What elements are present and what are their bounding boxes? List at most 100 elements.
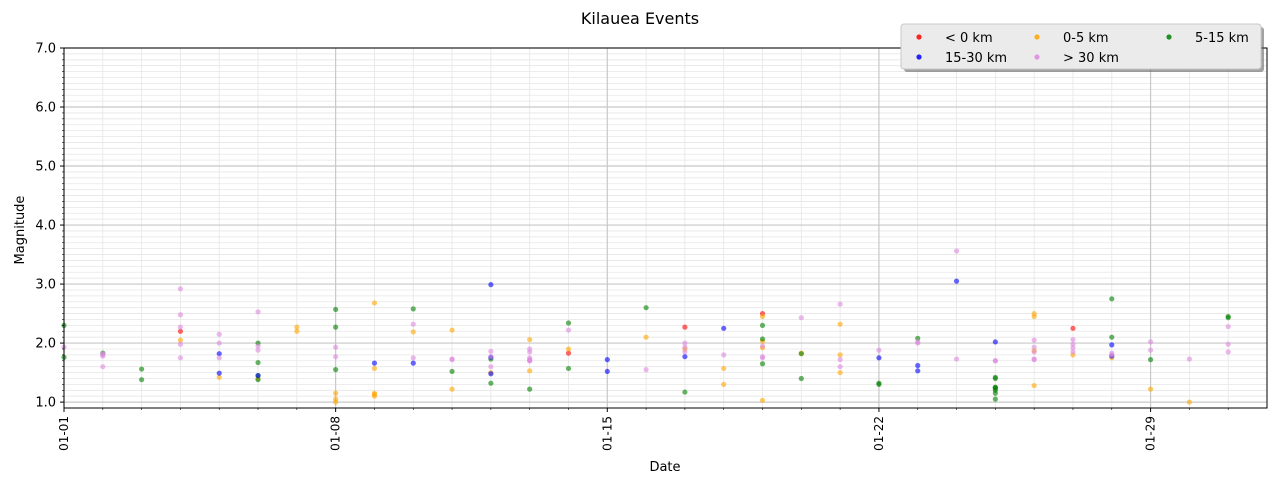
data-point [449,327,455,333]
data-point [333,306,339,313]
data-point [139,366,145,372]
data-point [216,355,222,361]
data-point [759,361,766,367]
legend: < 0 km 0-5 km 5-15 km 15-30 km > 30 km [900,23,1264,72]
data-point [953,248,960,254]
data-point [100,364,106,370]
legend-marker [916,34,922,40]
x-axis: 01-01 01-08 01-15 01-22 01-29 [57,408,1229,451]
legend-marker [1166,34,1172,40]
data-point [682,344,688,350]
data-point [527,336,533,343]
data-point [1225,341,1231,347]
data-point [837,301,843,307]
data-point [682,340,688,346]
data-point [216,331,222,337]
data-point [1070,336,1076,343]
data-point [216,370,222,376]
data-point [1109,342,1115,348]
data-point [1031,344,1037,350]
data-point [837,352,843,358]
data-point [488,364,494,370]
data-point [371,365,378,372]
data-point [177,328,184,334]
data-point [177,355,184,361]
data-point [565,346,572,352]
data-point [1147,357,1154,363]
data-point [1031,356,1037,362]
data-point [410,360,416,366]
x-tick-label: 01-15 [600,416,614,451]
data-point [216,340,222,346]
data-point [682,349,688,355]
data-point [953,278,960,284]
data-point [177,286,184,292]
data-point [992,396,998,402]
data-point [915,368,921,374]
legend-marker [916,54,922,60]
x-tick-label: 01-08 [329,416,343,451]
data-point [1070,325,1076,331]
data-point [721,381,727,387]
data-point [449,386,455,392]
data-point [177,324,184,330]
data-point [488,282,494,288]
data-point [177,312,184,318]
data-point [721,325,727,331]
data-points [61,248,1231,405]
data-point [643,334,649,340]
data-point [837,321,843,327]
data-point [333,324,339,330]
y-tick-label: 4.0 [35,219,56,234]
data-point [333,390,339,396]
legend-marker [1034,54,1040,60]
y-axis-label: Magnitude [13,196,28,265]
data-point [721,352,727,358]
data-point [915,340,921,346]
data-point [449,368,455,375]
data-point [216,374,222,380]
data-point [759,355,766,361]
data-point [992,339,998,345]
data-point [837,364,843,370]
data-point [682,354,688,360]
legend-box [900,23,1262,70]
minor-grid [64,48,1267,408]
data-point [1147,347,1154,353]
y-tick-label: 5.0 [35,160,56,175]
x-tick-label: 01-01 [57,416,71,451]
data-point [992,358,998,364]
data-point [216,351,222,357]
data-point [488,354,494,360]
plot-frame [63,47,1268,409]
data-point [1225,315,1231,321]
data-point [410,355,416,361]
data-point [992,375,998,382]
data-point [1147,339,1154,345]
data-point [876,355,882,361]
y-tick-label: 3.0 [35,278,56,293]
data-point [798,375,804,382]
data-point [255,372,261,379]
data-point [1109,352,1115,358]
data-point [177,341,184,347]
y-tick-label: 7.0 [35,42,56,57]
data-point [488,380,494,386]
data-point [255,343,261,349]
legend-marker [1034,34,1040,40]
data-point [1031,382,1037,389]
data-point [371,393,378,399]
data-point [527,346,533,352]
data-point [565,320,572,326]
data-point [1225,349,1231,355]
legend-label: 15-30 km [945,51,1007,66]
y-axis: 1.0 2.0 3.0 4.0 5.0 6.0 7.0 [35,42,64,411]
data-point [1070,349,1076,355]
data-point [371,300,378,306]
data-point [1147,386,1154,392]
data-point [1186,399,1192,405]
data-point [759,397,766,403]
data-point [798,351,804,357]
x-tick-label: 01-22 [872,416,886,451]
